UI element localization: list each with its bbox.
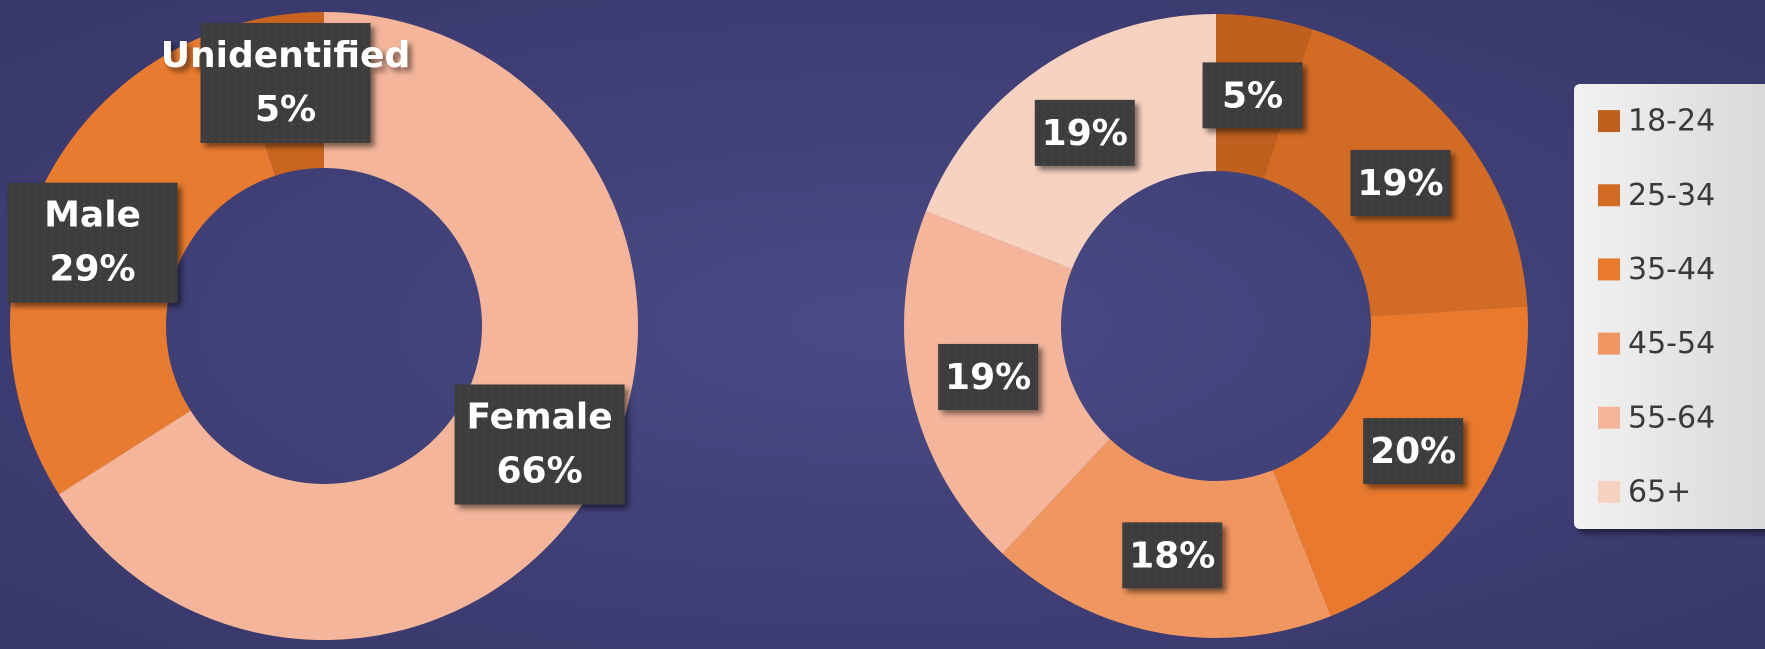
label-value: 19% <box>1357 163 1443 204</box>
data-label: 19% <box>1035 100 1135 166</box>
label-name: Unidentified <box>161 35 410 76</box>
label-value: 18% <box>1129 535 1215 576</box>
legend-label: 18-24 <box>1628 104 1715 139</box>
legend-label: 25-34 <box>1628 178 1715 213</box>
legend-label: 35-44 <box>1628 252 1715 287</box>
data-label: 19% <box>1351 150 1451 216</box>
legend-label: 45-54 <box>1628 326 1715 361</box>
legend-box <box>1574 84 1765 529</box>
legend-swatch <box>1598 110 1620 132</box>
label-value: 20% <box>1370 431 1456 472</box>
label-name: Female <box>467 397 613 438</box>
label-value: 19% <box>945 357 1031 398</box>
data-label: 20% <box>1363 418 1463 484</box>
legend-swatch <box>1598 258 1620 280</box>
legend-label: 55-64 <box>1628 400 1715 435</box>
legend-swatch <box>1598 407 1620 429</box>
label-name: Male <box>44 195 141 236</box>
legend-swatch <box>1598 481 1620 503</box>
label-value: 5% <box>255 89 316 130</box>
data-label: 18% <box>1122 522 1222 588</box>
data-label: 19% <box>938 344 1038 410</box>
legend-swatch <box>1598 184 1620 206</box>
page: Female 66% Male 29% Unidentified 5% 5% 19% 20% 18… <box>0 0 1765 649</box>
label-value: 5% <box>1222 75 1283 116</box>
label-value: 19% <box>1042 113 1128 154</box>
legend-swatch <box>1598 333 1620 355</box>
data-label: 5% <box>1203 62 1303 128</box>
data-label: Female 66% <box>455 385 625 505</box>
label-value: 29% <box>49 249 135 290</box>
data-label: Male 29% <box>8 183 178 303</box>
legend-label: 65+ <box>1628 474 1691 509</box>
label-value: 66% <box>496 451 582 492</box>
